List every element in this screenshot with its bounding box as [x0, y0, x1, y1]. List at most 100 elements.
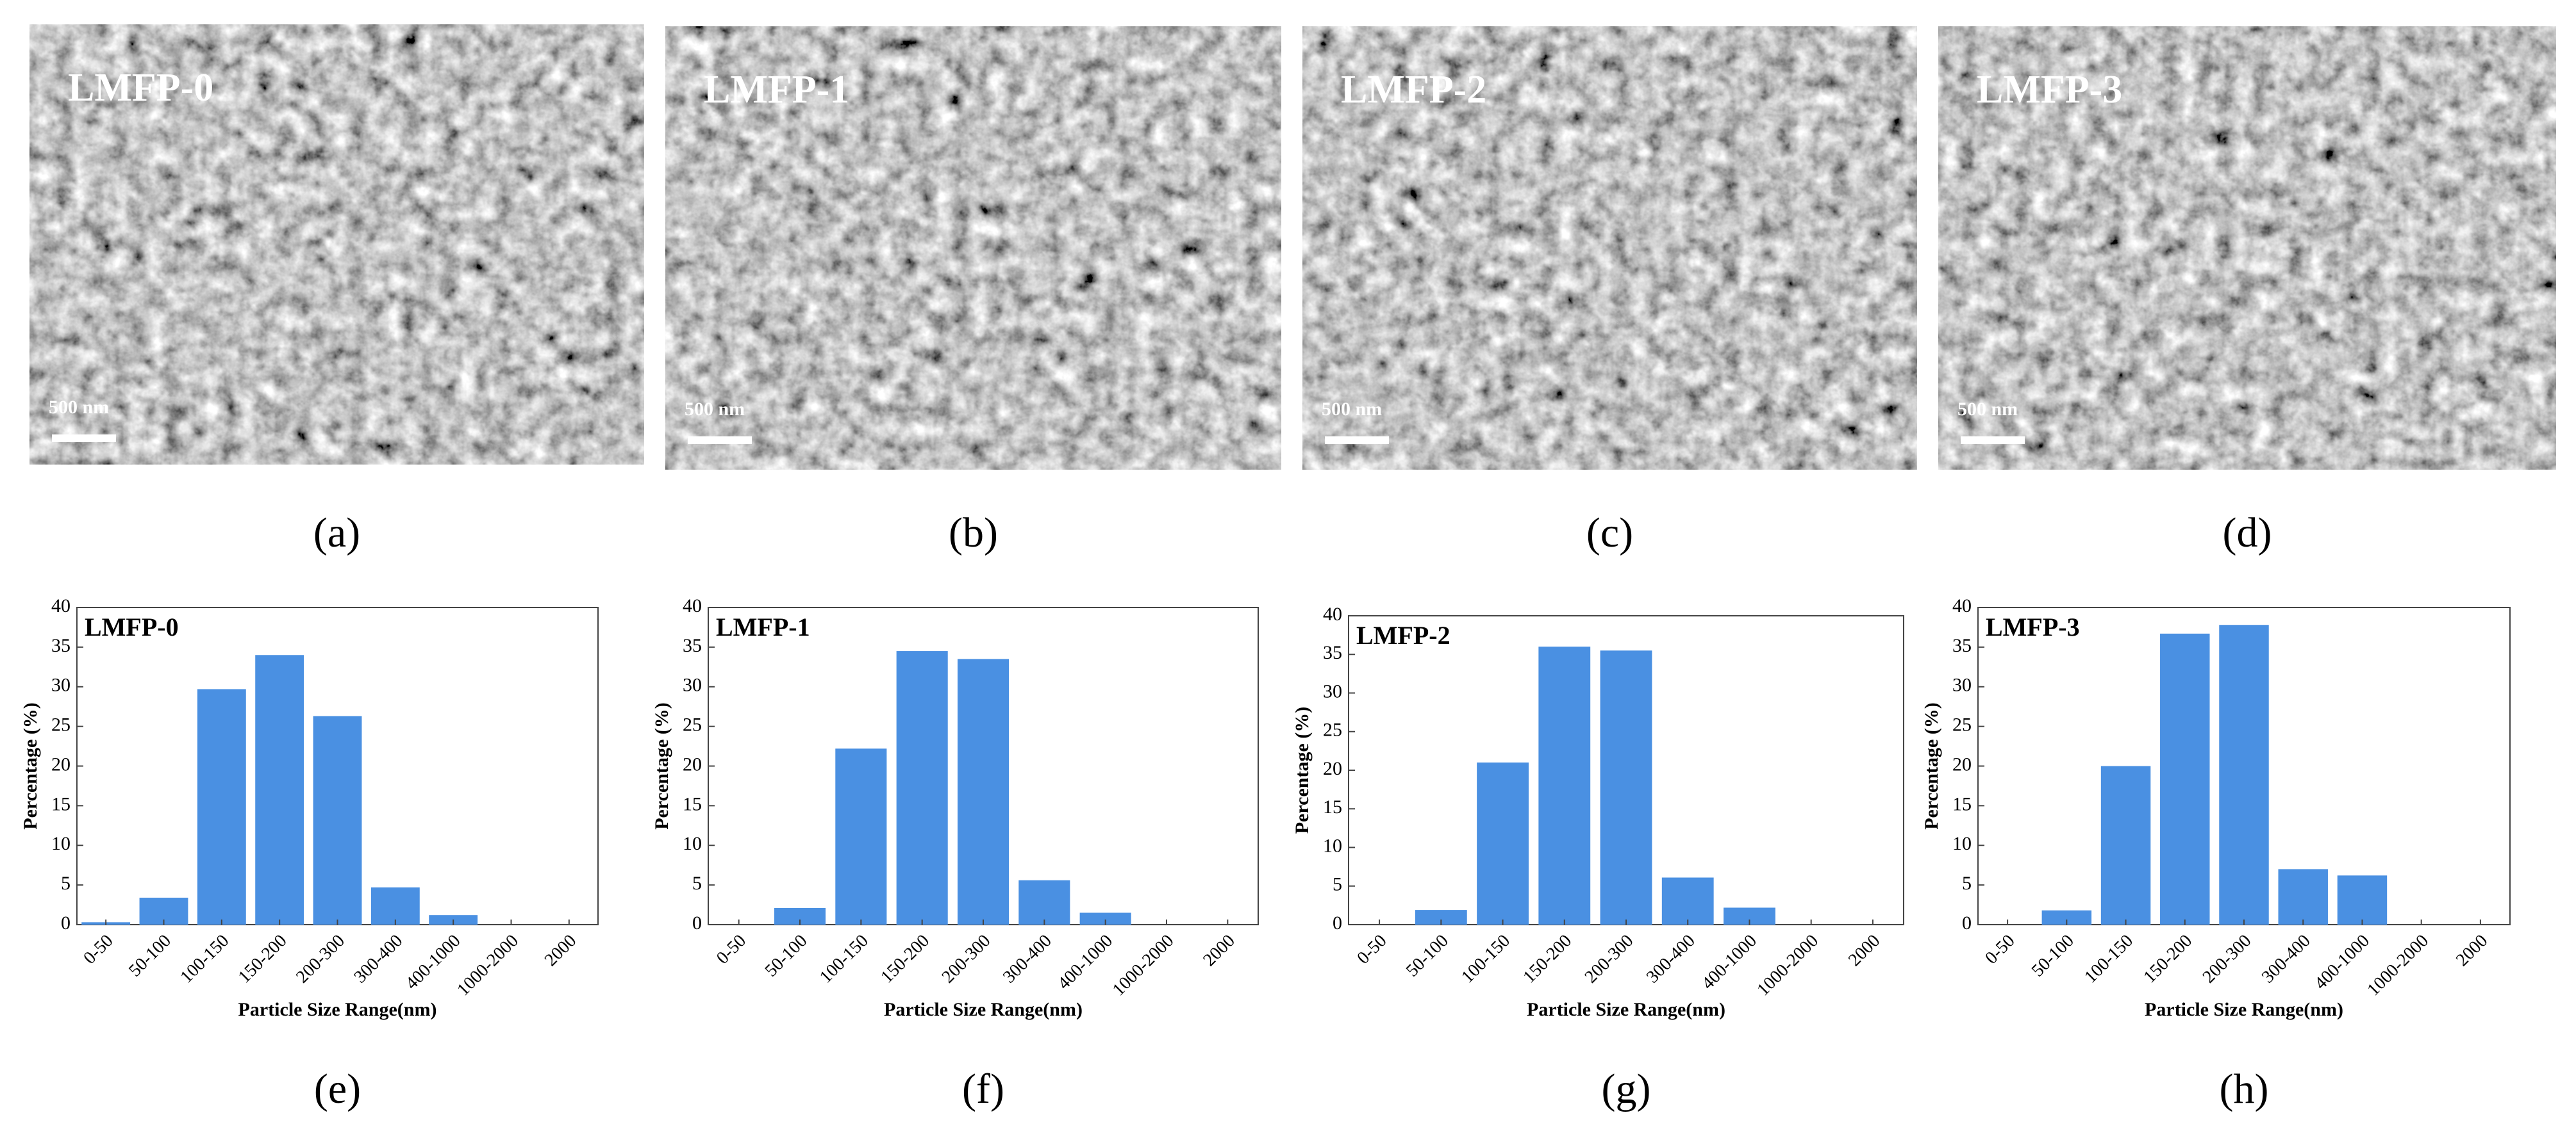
y-tick-label: 20 — [1952, 754, 1972, 775]
caption: (a) — [313, 509, 360, 556]
x-tick-label: 100-150 — [1458, 931, 1514, 987]
y-tick-label: 30 — [1323, 681, 1342, 702]
x-tick-label: 50-100 — [761, 931, 811, 981]
bar — [197, 689, 246, 925]
bar — [2219, 625, 2269, 925]
y-tick-label: 25 — [1952, 714, 1972, 736]
y-tick-label: 15 — [51, 793, 71, 814]
sem-image — [29, 24, 644, 465]
y-tick-label: 5 — [61, 873, 71, 894]
caption: (g) — [1602, 1066, 1651, 1112]
y-tick-label: 0 — [1333, 912, 1342, 934]
bar — [1661, 877, 1714, 925]
caption: (b) — [949, 509, 998, 556]
image-label: LMFP-1 — [704, 68, 849, 111]
y-tick-label: 10 — [683, 833, 702, 854]
y-tick-label: 40 — [683, 595, 702, 616]
x-tick-label: 100-150 — [816, 931, 872, 987]
y-tick-label: 25 — [683, 714, 702, 736]
x-axis-label: Particle Size Range(nm) — [238, 999, 437, 1020]
bar — [1538, 647, 1591, 925]
x-tick-label: 1000-2000 — [453, 931, 522, 1000]
x-tick-label: 300-400 — [350, 931, 406, 987]
y-tick-label: 40 — [51, 595, 71, 616]
x-tick-label: 50-100 — [125, 931, 175, 981]
x-axis-label: Particle Size Range(nm) — [1527, 999, 1725, 1020]
scale-bar-label: 500 nm — [1957, 399, 2018, 420]
bar — [1415, 910, 1467, 925]
y-tick-label: 20 — [1323, 758, 1342, 779]
x-axis-label: Particle Size Range(nm) — [884, 999, 1083, 1020]
x-tick-label: 200-300 — [292, 931, 349, 987]
bar — [1018, 880, 1070, 925]
x-tick-label: 400-1000 — [1054, 931, 1117, 994]
x-tick-label: 100-150 — [2081, 931, 2137, 987]
sem-image — [1302, 26, 1917, 470]
annotation: LMFP-0 — [85, 613, 179, 641]
bar — [2100, 766, 2151, 925]
y-tick-label: 15 — [683, 793, 702, 814]
bar — [1600, 650, 1652, 925]
y-tick-label: 35 — [683, 635, 702, 656]
scale-bar — [1961, 436, 2025, 444]
x-tick-label: 400-1000 — [1698, 931, 1761, 994]
x-tick-label: 50-100 — [2028, 931, 2078, 981]
x-tick-label: 150-200 — [1519, 931, 1575, 987]
y-tick-label: 35 — [51, 635, 71, 656]
bar — [370, 887, 420, 925]
x-tick-label: 1000-2000 — [1109, 931, 1178, 1000]
annotation: LMFP-1 — [716, 613, 810, 641]
x-tick-label: 300-400 — [1643, 931, 1699, 987]
sem-image — [1938, 26, 2556, 470]
bar — [2337, 875, 2388, 925]
x-tick-label: 1000-2000 — [2363, 931, 2432, 1000]
y-tick-label: 25 — [51, 714, 71, 736]
scale-bar-label: 500 nm — [1322, 399, 1382, 420]
x-tick-label: 300-400 — [2258, 931, 2314, 987]
caption: (d) — [2223, 509, 2272, 556]
x-tick-label: 300-400 — [999, 931, 1056, 987]
y-tick-label: 0 — [692, 912, 702, 934]
y-tick-label: 40 — [1952, 595, 1972, 616]
bar — [835, 748, 887, 925]
x-axis-label: Particle Size Range(nm) — [2145, 999, 2343, 1020]
y-tick-label: 30 — [1952, 675, 1972, 696]
x-tick-label: 0-50 — [79, 931, 117, 968]
x-tick-label: 150-200 — [2140, 931, 2196, 987]
caption: (e) — [314, 1066, 361, 1112]
y-tick-label: 35 — [1323, 642, 1342, 663]
bar — [1477, 762, 1529, 925]
y-tick-label: 10 — [1952, 833, 1972, 854]
x-tick-label: 2000 — [1199, 931, 1239, 971]
x-tick-label: 0-50 — [1353, 931, 1390, 968]
y-axis-label: Percentage (%) — [20, 702, 41, 830]
y-tick-label: 30 — [51, 675, 71, 696]
x-tick-label: 2000 — [541, 931, 581, 971]
y-tick-label: 5 — [692, 873, 702, 894]
bar — [896, 651, 948, 925]
caption: (c) — [1586, 509, 1633, 556]
x-tick-label: 50-100 — [1402, 931, 1452, 981]
x-tick-label: 100-150 — [176, 931, 233, 987]
annotation: LMFP-3 — [1986, 613, 2080, 641]
bar — [2278, 869, 2328, 925]
y-tick-label: 25 — [1323, 720, 1342, 741]
bar — [313, 716, 362, 925]
y-axis-label: Percentage (%) — [1921, 702, 1942, 830]
y-tick-label: 0 — [61, 912, 71, 934]
bar — [2041, 910, 2092, 925]
bar — [255, 655, 304, 925]
x-tick-label: 1000-2000 — [1753, 931, 1822, 1000]
scale-bar-label: 500 nm — [49, 397, 109, 418]
bar — [1079, 912, 1131, 925]
y-tick-label: 10 — [51, 833, 71, 854]
y-tick-label: 0 — [1962, 912, 1972, 934]
sem-image — [665, 26, 1281, 470]
y-tick-label: 35 — [1952, 635, 1972, 656]
image-label: LMFP-2 — [1341, 68, 1486, 111]
y-tick-label: 5 — [1962, 873, 1972, 894]
caption: (h) — [2220, 1066, 2269, 1112]
caption: (f) — [962, 1066, 1004, 1112]
x-tick-label: 200-300 — [2199, 931, 2256, 987]
